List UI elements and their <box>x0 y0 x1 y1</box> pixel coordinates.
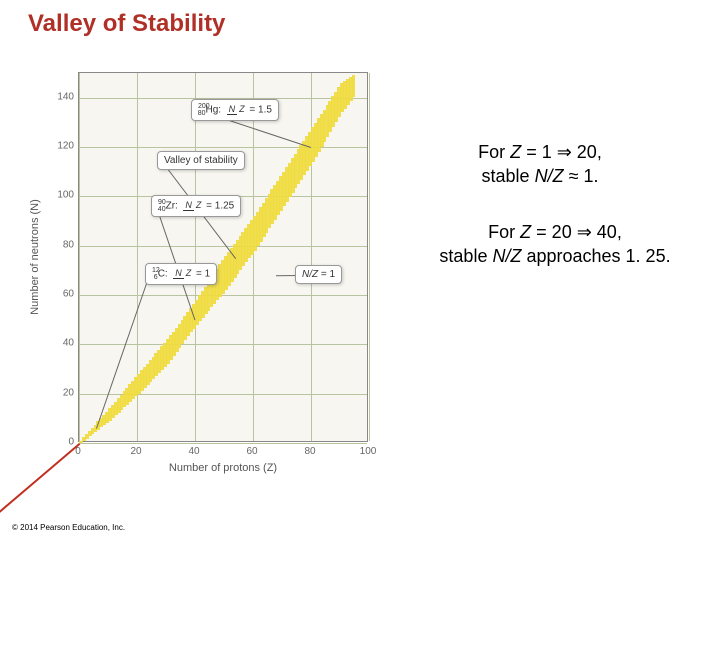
y-tick-label: 120 <box>50 141 74 152</box>
y-tick-label: 140 <box>50 91 74 102</box>
x-tick-label: 20 <box>130 446 141 457</box>
x-tick-label: 0 <box>75 446 81 457</box>
x-tick-label: 40 <box>188 446 199 457</box>
annotation-text-2: For Z = 20 ⇒ 40, stable N/Z approaches 1… <box>400 220 710 269</box>
callout-valley: Valley of stability <box>157 151 245 170</box>
y-tick-label: 40 <box>50 338 74 349</box>
y-tick-label: 20 <box>50 387 74 398</box>
stability-band-strip <box>352 75 356 97</box>
y-tick-label: 100 <box>50 190 74 201</box>
callout-zr: 9040Zr: NZ = 1.25 <box>151 195 241 217</box>
x-tick-label: 60 <box>246 446 257 457</box>
y-tick-label: 0 <box>50 437 74 448</box>
x-tick-label: 80 <box>304 446 315 457</box>
callout-hg: 20080Hg: NZ = 1.5 <box>191 99 279 121</box>
x-axis-title: Number of protons (Z) <box>78 462 368 474</box>
plot-area: 20080Hg: NZ = 1.5 Valley of stability 9040… <box>78 72 368 442</box>
callout-c: 126C: NZ = 1 <box>145 263 217 285</box>
callout-nz1: N/Z = 1 <box>295 265 342 284</box>
x-tick-label: 100 <box>360 446 377 457</box>
y-tick-label: 60 <box>50 289 74 300</box>
page-title: Valley of Stability <box>28 10 225 38</box>
stability-chart: Number of neutrons (N) 20080Hg: NZ = 1.5… <box>20 62 390 492</box>
y-axis-title: Number of neutrons (N) <box>26 72 44 442</box>
y-tick-label: 80 <box>50 239 74 250</box>
stability-band-strip <box>79 441 83 443</box>
copyright: © 2014 Pearson Education, Inc. <box>12 523 125 532</box>
nz-equals-1-line <box>0 443 80 654</box>
annotation-text-1: For Z = 1 ⇒ 20, stable N/Z ≈ 1. <box>410 140 670 189</box>
